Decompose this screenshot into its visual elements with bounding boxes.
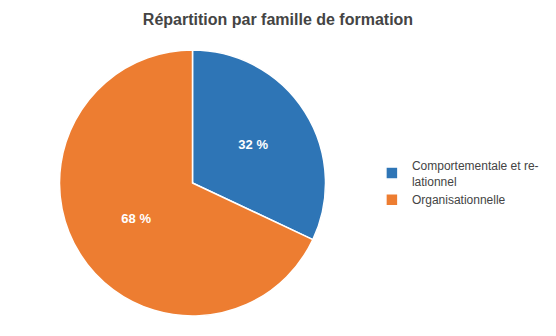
svg-text:Organisationnelle: Organisationnelle bbox=[412, 193, 506, 207]
svg-text:Répartition par famille de for: Répartition par famille de formation bbox=[143, 11, 413, 28]
svg-text:32 %: 32 % bbox=[238, 137, 268, 152]
svg-text:68 %: 68 % bbox=[121, 211, 151, 226]
svg-text:Comportementale et re-lationne: Comportementale et re-lationnel bbox=[412, 159, 539, 189]
